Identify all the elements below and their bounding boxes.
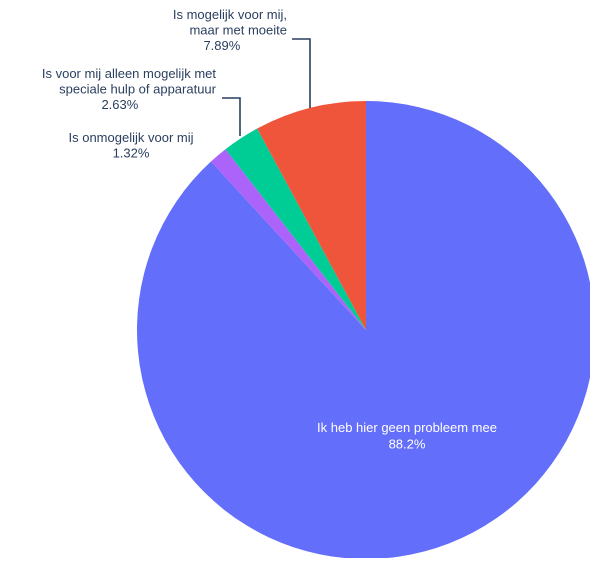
leader-line-2 (222, 97, 241, 136)
slice-label-3-line-0: Is mogelijk voor mij, (173, 7, 287, 22)
slice-value-label-2: 2.63% (101, 97, 138, 112)
leader-line-3 (292, 38, 311, 108)
slice-label-1-line-0: Is onmogelijk voor mij (69, 130, 194, 145)
pie-slice-0[interactable] (136, 101, 590, 559)
slice-label-2-line-1: speciale hulp of apparatuur (59, 82, 217, 97)
pie-slice-3[interactable] (257, 101, 366, 330)
pie-slice-2[interactable] (225, 128, 366, 330)
slice-value-label-0: 88.2% (389, 437, 426, 452)
labels-layer: Ik heb hier geen probleem mee 88.2% Is onm… (42, 7, 497, 452)
slice-label-3-line-1: maar met moeite (189, 23, 287, 38)
leader-lines-layer (222, 38, 311, 136)
slice-value-label-1: 1.32% (113, 146, 150, 161)
slice-value-label-3: 7.89% (203, 38, 240, 53)
pie-slice-1[interactable] (210, 149, 366, 330)
slice-label-2-line-0: Is voor mij alleen mogelijk met (42, 66, 217, 81)
slice-label-0: Ik heb hier geen probleem mee (317, 420, 497, 435)
slices-layer (136, 101, 590, 559)
